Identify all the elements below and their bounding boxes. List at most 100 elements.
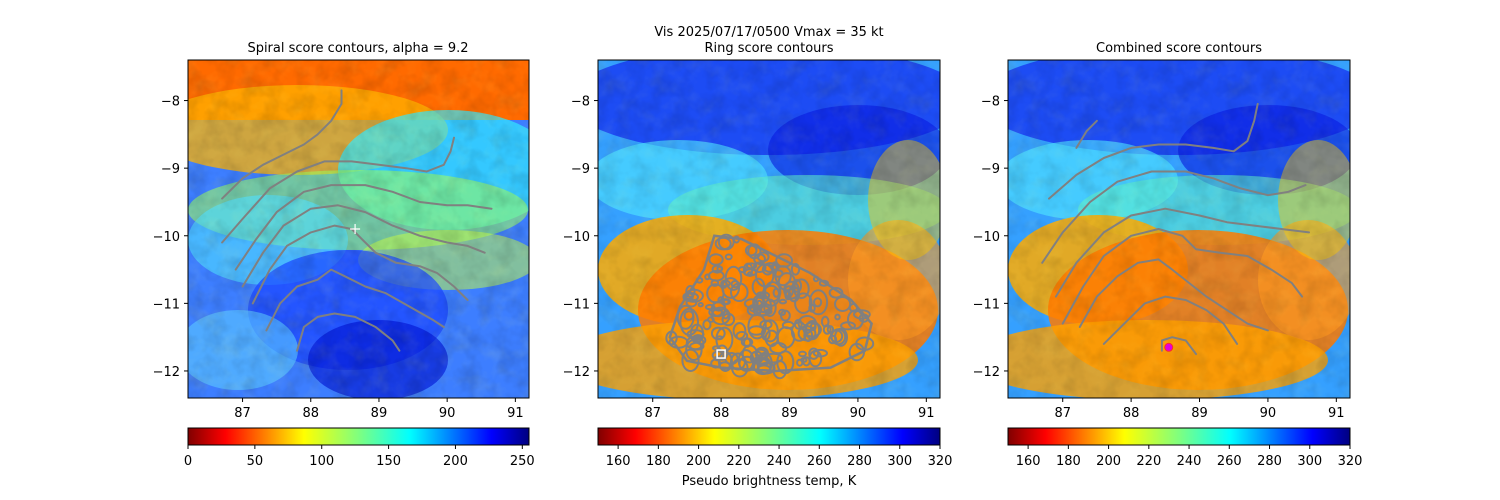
colorbar-tick-label: 260 [1217, 454, 1242, 469]
colorbar-tick-label: 250 [510, 454, 535, 469]
ring-contour-loop [747, 325, 765, 336]
ring-contour-loop [771, 261, 779, 271]
ring-contour-loop [753, 253, 767, 266]
ring-contour-loop [808, 289, 829, 316]
ring-contour-loop [732, 322, 747, 340]
ring-contour-loop [778, 298, 788, 305]
x-tick-label: 87 [234, 406, 251, 421]
ring-contour-loop [826, 325, 835, 334]
colorbar: 160 180 200 220 240 260 280 300 320 [597, 427, 953, 469]
y-tick-label: −12 [153, 365, 180, 380]
ring-contour-loop [820, 315, 830, 328]
plot-area [1008, 60, 1350, 398]
ring-contour-loop [755, 356, 771, 367]
colorbar-tick-label: 320 [1338, 454, 1363, 469]
ring-contour-loop [724, 253, 733, 261]
colorbar-tick-label: 200 [443, 454, 468, 469]
center-square-marker [716, 349, 726, 359]
x-tick-label: 89 [1191, 406, 1208, 421]
panel-title: Ring score contours [704, 41, 833, 56]
ring-contour-loop [784, 290, 792, 301]
ring-contour-loop [755, 263, 775, 288]
panel-spiral: Spiral score contours, alpha = 9.2 87 88 8… [153, 41, 535, 469]
ring-contour-loop [740, 337, 754, 347]
colorbar: 160 180 200 220 240 260 280 300 320 [1007, 427, 1363, 469]
x-tick-label: 89 [371, 406, 388, 421]
y-tick-label: −11 [563, 297, 590, 312]
colorbar-tick-label: 160 [1016, 454, 1041, 469]
ring-contour-loop [790, 321, 808, 342]
colorbar-tick-label: 100 [309, 454, 334, 469]
ring-contour-loop [802, 321, 822, 338]
contour-line [1075, 119, 1098, 149]
colorbar-tick-label: 280 [1257, 454, 1282, 469]
panel-title: Spiral score contours, alpha = 9.2 [247, 41, 468, 56]
y-tick-label: −10 [153, 230, 180, 245]
ring-contour-loop [776, 350, 795, 375]
contour-line [1102, 295, 1239, 345]
y-tick-label: −9 [161, 162, 180, 177]
contour-line [251, 224, 469, 305]
ring-contour-loop [780, 309, 791, 322]
plot-area [598, 60, 940, 398]
y-tick-label: −10 [973, 230, 1000, 245]
colorbar-tick-label: 240 [1177, 454, 1202, 469]
ring-contour-loop [855, 336, 875, 351]
x-tick-label: 88 [713, 406, 730, 421]
ring-contour-loop [777, 272, 796, 292]
x-tick-label: 88 [302, 406, 319, 421]
x-tick-label: 91 [918, 406, 935, 421]
contour-line [1041, 170, 1307, 264]
colorbar-tick-label: 220 [726, 454, 751, 469]
ring-contour-loop [706, 283, 725, 304]
contour-line [1061, 228, 1304, 325]
ring-contour-loop [717, 233, 735, 251]
y-axis: −8 −9 −10 −11 −12 [153, 95, 188, 380]
y-tick-label: −12 [973, 365, 1000, 380]
colorbar: 0 50 100 150 200 250 [184, 427, 535, 469]
x-tick-label: 90 [1260, 406, 1277, 421]
colorbar-tick-label: 220 [1136, 454, 1161, 469]
ring-contour-loop [790, 263, 801, 276]
contour-line [1078, 258, 1269, 332]
colorbar-tick-label: 260 [807, 454, 832, 469]
ring-contour-loop [794, 292, 813, 314]
colorbar-tick-label: 200 [686, 454, 711, 469]
y-axis: −8 −9 −10 −11 −12 [973, 95, 1008, 380]
colorbar-tick-label: 0 [184, 454, 192, 469]
ring-contour-loop [834, 313, 841, 321]
ring-contour-loop [668, 335, 689, 349]
contour-line [234, 184, 493, 271]
colorbar-tick-label: 300 [1297, 454, 1322, 469]
contour-line [1160, 336, 1198, 356]
ring-contour-loop [676, 304, 695, 330]
ring-contour-loop [797, 325, 817, 342]
colorbar-tick-label: 150 [376, 454, 401, 469]
ring-contour-loop [730, 282, 749, 302]
colorbar-tick-label: 320 [928, 454, 953, 469]
y-tick-label: −8 [981, 95, 1000, 110]
x-tick-label: 91 [1328, 406, 1345, 421]
ring-contour-loop [798, 350, 807, 358]
heatmap-layer [188, 60, 529, 398]
x-axis: 87 88 89 90 91 [234, 398, 524, 421]
ring-contour-loop [812, 275, 820, 283]
ring-contour-loop [715, 335, 724, 341]
x-tick-label: 90 [850, 406, 867, 421]
ring-contour-loop [840, 321, 856, 331]
ring-contour-loop [695, 277, 704, 284]
colorbar-tick-label: 50 [247, 454, 264, 469]
y-tick-label: −10 [563, 230, 590, 245]
x-axis: 87 88 89 90 91 [1054, 398, 1345, 421]
x-tick-label: 87 [1054, 406, 1071, 421]
ring-contour-loop [828, 287, 844, 299]
y-tick-label: −11 [973, 297, 1000, 312]
ring-contour-loop [747, 313, 767, 340]
ring-contour-loop [818, 279, 829, 287]
colorbar-tick-label: 160 [606, 454, 631, 469]
colorbar-tick-label: 300 [887, 454, 912, 469]
contour-line [221, 136, 455, 244]
ring-contour-loop [731, 358, 749, 378]
y-tick-label: −12 [563, 365, 590, 380]
